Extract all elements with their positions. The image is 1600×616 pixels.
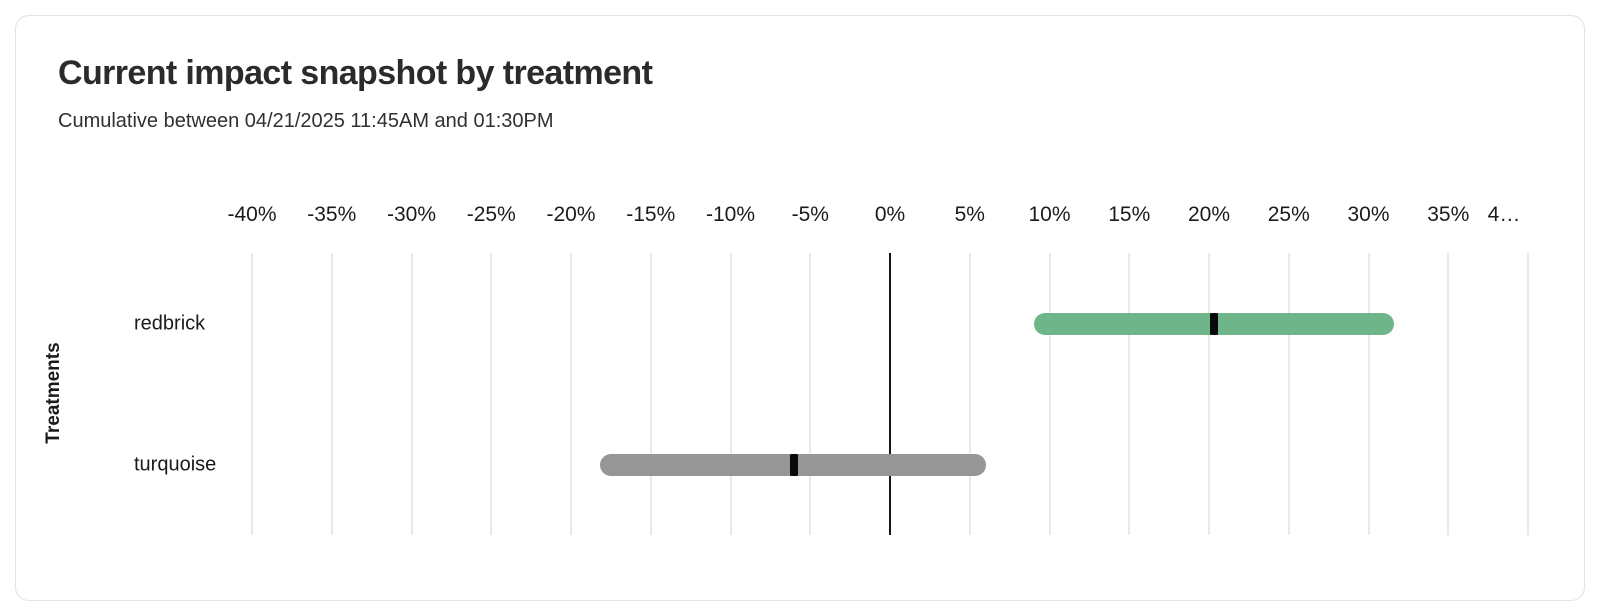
x-tick-label: 0% bbox=[874, 203, 906, 226]
gridline bbox=[1208, 253, 1210, 535]
gridline bbox=[1048, 253, 1051, 535]
x-tick-label: 35% bbox=[1427, 203, 1470, 226]
gridline bbox=[1447, 253, 1450, 535]
x-tick-label: -20% bbox=[546, 203, 596, 226]
gridline bbox=[251, 253, 253, 535]
gridline bbox=[1367, 253, 1370, 535]
x-tick-label: 20% bbox=[1187, 203, 1231, 226]
x-tick-label: 25% bbox=[1267, 203, 1310, 226]
chart-card: Current impact snapshot by treatment Cum… bbox=[15, 15, 1585, 601]
gridline bbox=[1287, 253, 1290, 535]
y-axis-label: Treatments bbox=[43, 342, 64, 444]
point-estimate-marker-turquoise[interactable] bbox=[790, 453, 799, 476]
gridline bbox=[330, 253, 333, 535]
x-tick-label: 10% bbox=[1028, 203, 1071, 226]
gridline bbox=[1527, 253, 1529, 535]
x-tick-label: -5% bbox=[791, 203, 829, 226]
x-tick-label: 15% bbox=[1108, 203, 1151, 226]
category-label-redbrick: redbrick bbox=[134, 312, 206, 334]
gridline bbox=[809, 253, 812, 535]
zero-axis-line bbox=[889, 253, 891, 535]
x-tick-label: 30% bbox=[1347, 203, 1390, 226]
gridline bbox=[570, 253, 572, 535]
gridline bbox=[649, 253, 652, 535]
x-tick-label: -10% bbox=[705, 203, 756, 226]
chart-subtitle: Cumulative between 04/21/2025 11:45AM an… bbox=[58, 110, 554, 132]
gridline bbox=[729, 253, 732, 535]
x-axis-tick-row: -40% -35% -30% -25% -20% -15% -10% -5% 0% 5% 10% 15… bbox=[227, 202, 1528, 228]
x-tick-label: -40% bbox=[227, 203, 277, 226]
x-tick-label: -25% bbox=[466, 203, 516, 226]
x-tick-label: -35% bbox=[307, 203, 357, 226]
point-estimate-marker-redbrick[interactable] bbox=[1209, 312, 1218, 335]
gridline bbox=[1128, 253, 1131, 535]
gridline bbox=[490, 253, 493, 535]
plot-area bbox=[251, 253, 1529, 535]
category-label-turquoise: turquoise bbox=[134, 453, 217, 475]
gridline bbox=[968, 253, 971, 535]
x-tick-label: 4… bbox=[1487, 203, 1521, 226]
x-tick-label: -15% bbox=[626, 203, 676, 226]
gridline bbox=[410, 253, 413, 535]
x-tick-label: 5% bbox=[954, 203, 985, 226]
chart-title: Current impact snapshot by treatment bbox=[58, 54, 653, 92]
x-tick-label: -30% bbox=[386, 203, 437, 226]
